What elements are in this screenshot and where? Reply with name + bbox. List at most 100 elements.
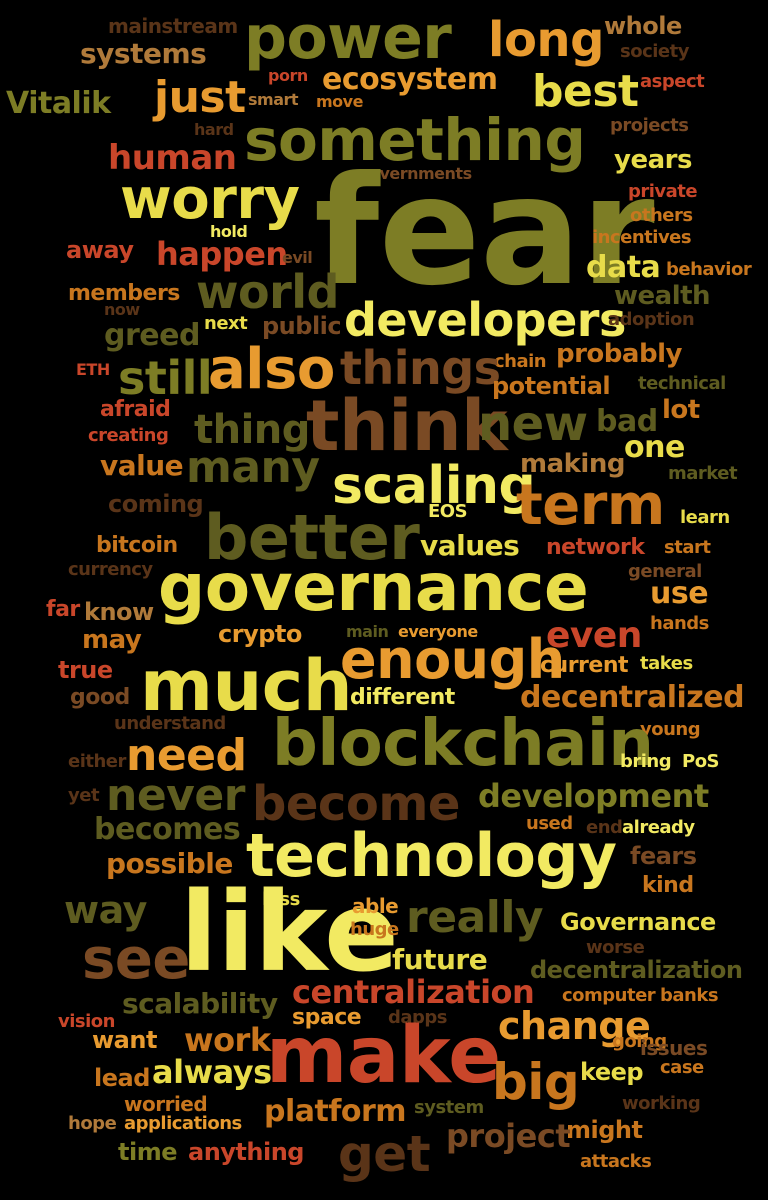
cloud-word: applications bbox=[124, 1113, 242, 1134]
cloud-word: hope bbox=[68, 1113, 117, 1134]
cloud-word: ecosystem bbox=[322, 62, 498, 97]
cloud-word: behavior bbox=[666, 259, 752, 280]
cloud-word: technology bbox=[246, 821, 617, 891]
cloud-word: issues bbox=[640, 1036, 708, 1060]
cloud-word: technical bbox=[638, 373, 726, 394]
cloud-word: able bbox=[352, 894, 399, 918]
cloud-word: members bbox=[68, 281, 180, 306]
cloud-word: lead bbox=[94, 1064, 150, 1092]
cloud-word: crypto bbox=[218, 620, 302, 648]
cloud-word: bad bbox=[596, 404, 658, 439]
cloud-word: potential bbox=[492, 372, 611, 400]
cloud-word: afraid bbox=[100, 397, 171, 422]
cloud-word: working bbox=[622, 1093, 701, 1114]
cloud-word: chain bbox=[494, 351, 547, 372]
cloud-word: work bbox=[184, 1021, 271, 1059]
cloud-word: computer bbox=[562, 985, 656, 1006]
cloud-word: banks bbox=[660, 985, 719, 1006]
cloud-word: greed bbox=[104, 318, 200, 353]
cloud-word: world bbox=[196, 265, 339, 319]
cloud-word: like bbox=[180, 868, 399, 996]
cloud-word: time bbox=[118, 1138, 177, 1166]
cloud-word: public bbox=[262, 312, 342, 340]
cloud-word: one bbox=[624, 430, 685, 465]
cloud-word: less bbox=[262, 889, 300, 910]
cloud-word: decentralization bbox=[530, 956, 743, 984]
cloud-word: become bbox=[252, 776, 460, 832]
cloud-word: always bbox=[152, 1053, 272, 1091]
cloud-word: future bbox=[392, 943, 488, 976]
cloud-word: move bbox=[316, 92, 363, 111]
cloud-word: governance bbox=[158, 549, 589, 626]
cloud-word: new bbox=[478, 396, 588, 452]
cloud-word: case bbox=[660, 1057, 704, 1078]
cloud-word: bring bbox=[620, 751, 672, 772]
cloud-word: fears bbox=[630, 842, 697, 870]
cloud-word: fear bbox=[314, 145, 655, 319]
cloud-word: term bbox=[516, 473, 665, 538]
cloud-word: Governance bbox=[560, 908, 716, 936]
cloud-word: anything bbox=[188, 1138, 304, 1166]
cloud-word: creating bbox=[88, 425, 169, 446]
cloud-word: really bbox=[406, 892, 544, 943]
cloud-word: lot bbox=[662, 395, 700, 425]
cloud-word: end bbox=[586, 817, 623, 838]
cloud-word: never bbox=[106, 770, 245, 821]
cloud-word: system bbox=[414, 1097, 484, 1118]
cloud-word: evil bbox=[282, 248, 313, 267]
cloud-word: everyone bbox=[398, 622, 478, 641]
cloud-word: development bbox=[478, 777, 709, 815]
cloud-word: hold bbox=[210, 222, 248, 241]
cloud-word: way bbox=[64, 888, 147, 932]
cloud-word: young bbox=[640, 719, 701, 740]
cloud-word: decentralized bbox=[520, 680, 745, 715]
cloud-word: still bbox=[118, 351, 213, 405]
cloud-word: centralization bbox=[292, 973, 535, 1011]
cloud-word: use bbox=[650, 576, 709, 611]
cloud-word: developers bbox=[344, 293, 626, 347]
cloud-word: good bbox=[70, 685, 130, 710]
cloud-word: enough bbox=[340, 628, 565, 691]
cloud-word: possible bbox=[106, 847, 233, 880]
cloud-word: best bbox=[532, 66, 639, 117]
cloud-word: next bbox=[204, 313, 248, 334]
cloud-word: yet bbox=[68, 785, 100, 806]
cloud-word: need bbox=[126, 730, 247, 781]
cloud-word: main bbox=[346, 622, 389, 641]
cloud-word: even bbox=[546, 615, 642, 656]
cloud-word: ETH bbox=[76, 360, 110, 379]
cloud-word: vision bbox=[58, 1011, 115, 1032]
cloud-word: hands bbox=[650, 613, 709, 634]
cloud-word: worried bbox=[124, 1092, 208, 1116]
cloud-word: PoS bbox=[682, 751, 720, 772]
cloud-word: might bbox=[566, 1116, 643, 1144]
cloud-word: kind bbox=[642, 873, 694, 898]
cloud-word: many bbox=[186, 442, 320, 493]
cloud-word: dapps bbox=[388, 1007, 448, 1028]
cloud-word: network bbox=[546, 535, 645, 560]
cloud-word: already bbox=[622, 817, 695, 838]
cloud-word: just bbox=[154, 72, 246, 123]
cloud-word: bitcoin bbox=[96, 533, 178, 558]
cloud-word: power bbox=[244, 3, 452, 73]
cloud-word: understand bbox=[114, 713, 226, 734]
cloud-word: hard bbox=[194, 120, 234, 139]
cloud-word: aspect bbox=[640, 71, 705, 92]
cloud-word: adoption bbox=[608, 309, 695, 330]
cloud-word: incentives bbox=[592, 227, 692, 248]
cloud-word: also bbox=[208, 337, 335, 402]
cloud-word: may bbox=[82, 625, 142, 655]
cloud-word: learn bbox=[680, 507, 730, 528]
cloud-word: values bbox=[420, 529, 520, 562]
cloud-word: private bbox=[628, 181, 698, 202]
cloud-word: space bbox=[292, 1005, 362, 1030]
cloud-word: platform bbox=[264, 1094, 407, 1129]
cloud-word: currency bbox=[68, 559, 153, 580]
cloud-word: current bbox=[540, 653, 629, 678]
cloud-word: keep bbox=[580, 1058, 644, 1086]
cloud-word: happen bbox=[156, 235, 288, 273]
cloud-word: want bbox=[92, 1026, 157, 1054]
cloud-word: thing bbox=[194, 407, 310, 453]
cloud-word: whole bbox=[604, 12, 682, 40]
